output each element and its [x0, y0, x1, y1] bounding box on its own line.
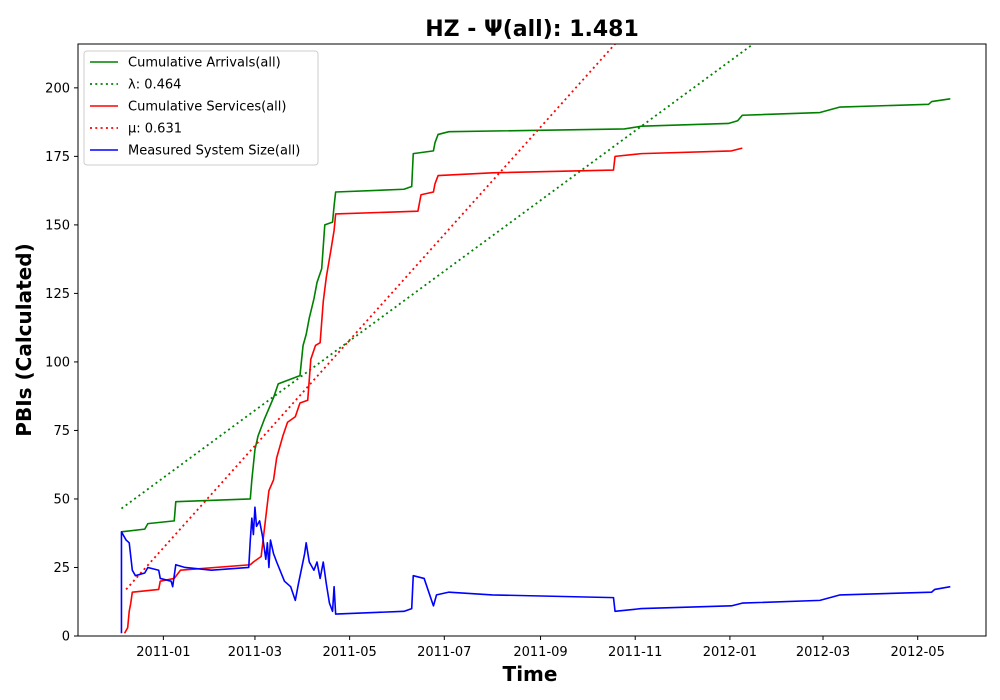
y-tick-label: 75: [53, 424, 70, 439]
y-tick-label: 200: [45, 81, 70, 96]
x-tick-label: 2012-05: [891, 645, 945, 660]
x-tick-label: 2011-11: [608, 645, 662, 660]
plot-frame: [77, 43, 987, 637]
y-tick-label: 100: [45, 355, 70, 370]
y-tick-label: 150: [45, 218, 70, 233]
y-tick-label: 175: [45, 150, 70, 165]
legend-label: μ: 0.631: [128, 122, 182, 137]
x-tick-label: 2011-01: [136, 645, 190, 660]
x-tick-label: 2011-09: [513, 645, 567, 660]
x-tick-label: 2012-01: [703, 645, 757, 660]
x-tick-label: 2011-07: [417, 645, 471, 660]
y-tick-label: 25: [53, 561, 70, 576]
series-layer: [120, 44, 951, 634]
y-tick-label: 125: [45, 287, 70, 302]
y-tick-label: 0: [62, 630, 70, 645]
series-line-0-631: [125, 44, 616, 591]
legend-box: [83, 50, 319, 166]
x-tick-label: 2012-03: [796, 645, 850, 660]
chart-title: HZ - Ψ(all): 1.481: [425, 17, 639, 42]
series-line-cumulative-arrivals-all: [121, 98, 951, 533]
legend: Cumulative Arrivals(all) λ: 0.464 Cumulati…: [83, 50, 319, 166]
legend-label: Cumulative Arrivals(all): [128, 56, 281, 71]
y-axis-title: PBIs (Calculated): [12, 243, 36, 436]
legend-label: λ: 0.464: [128, 78, 181, 93]
y-tick-label: 50: [53, 492, 70, 507]
legend-label: Cumulative Services(all): [128, 100, 286, 115]
y-axis: 0 25 50 75 100 125 150 175 200: [45, 81, 78, 645]
legend-label: Measured System Size(all): [128, 144, 300, 159]
x-tick-label: 2011-03: [228, 645, 282, 660]
x-tick-label: 2011-05: [322, 645, 376, 660]
x-axis-title: Time: [503, 662, 558, 686]
series-line-measured-system-size-all: [120, 506, 951, 634]
series-line-cumulative-services-all: [123, 147, 743, 634]
x-axis: 2011-01 2011-03 2011-05 2011-07 2011-09 2011-…: [136, 636, 945, 660]
series-line-0-464: [120, 44, 754, 510]
